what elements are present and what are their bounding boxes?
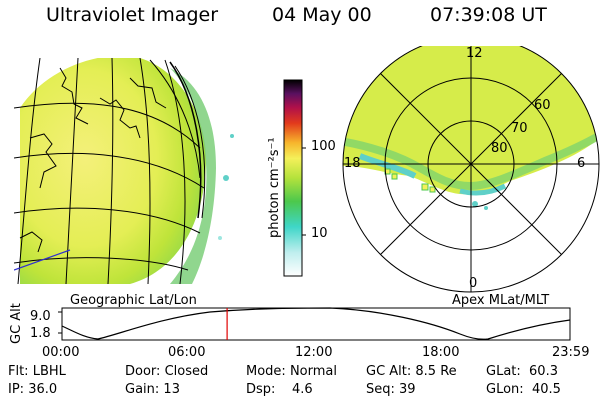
geographic-image-panel (14, 58, 234, 284)
status-gain: Gain: 13 (125, 382, 180, 397)
mlt-label-0: 0 (469, 276, 478, 291)
observation-date: 04 May 00 (272, 4, 372, 26)
colorbar-tick-10: 10 (311, 226, 328, 241)
aurora-limb (170, 68, 216, 284)
time-tick-0000: 00:00 (42, 345, 80, 360)
time-tick-2359: 23:59 (552, 345, 590, 360)
altitude-curve (61, 307, 571, 340)
status-seq: Seq: 39 (366, 382, 416, 397)
status-dsp: Dsp: 4.6 (246, 382, 313, 397)
status-door: Door: Closed (125, 364, 209, 379)
time-tick-1800: 18:00 (422, 345, 460, 360)
alt-tick-1-8: 1.8 (30, 326, 51, 341)
altitude-plot (58, 307, 571, 341)
alt-axis-label: GC Alt (9, 303, 24, 344)
instrument-title: Ultraviolet Imager (46, 4, 219, 26)
polar-aurora-region (343, 46, 599, 195)
mlat-label-70: 70 (511, 121, 528, 136)
alt-tick-9: 9.0 (30, 309, 51, 324)
status-glon: GLon: 40.5 (486, 382, 561, 397)
observation-time: 07:39:08 UT (430, 4, 547, 26)
status-filter: Flt: LBHL (8, 364, 66, 379)
time-tick-1200: 12:00 (295, 345, 333, 360)
colorbar-unit-label: photon cm⁻²s⁻¹ (267, 137, 282, 238)
status-glat: GLat: 60.3 (486, 364, 558, 379)
colorbar-tick-100: 100 (311, 139, 336, 154)
status-ip: IP: 36.0 (8, 382, 58, 397)
time-tick-0600: 06:00 (168, 345, 206, 360)
polar-panel-label: Apex MLat/MLT (452, 293, 550, 308)
status-mode: Mode: Normal (246, 364, 337, 379)
mlt-label-18: 18 (344, 156, 361, 171)
status-gc-alt: GC Alt: 8.5 Re (366, 364, 457, 379)
polar-mlat-mlt-panel (342, 46, 600, 293)
mlat-label-80: 80 (491, 141, 508, 156)
mlt-label-6: 6 (577, 156, 586, 171)
intensity-colorbar (283, 79, 306, 277)
mlat-label-60: 60 (534, 98, 551, 113)
aurora-disk (20, 58, 206, 284)
geographic-panel-label: Geographic Lat/Lon (70, 293, 197, 308)
mlt-label-12: 12 (466, 46, 483, 61)
